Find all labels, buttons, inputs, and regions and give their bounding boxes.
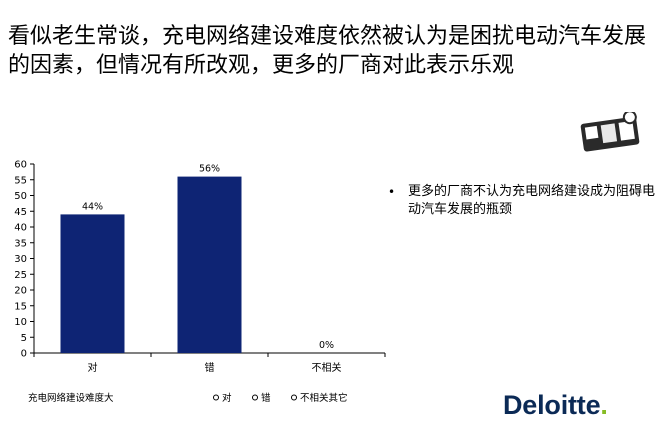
brand-name: Deloitte bbox=[503, 390, 601, 420]
y-tick-label: 50 bbox=[14, 191, 27, 202]
y-tick-label: 35 bbox=[14, 238, 27, 249]
y-tick-label: 55 bbox=[14, 175, 27, 186]
data-label: 44% bbox=[82, 201, 103, 212]
y-tick-label: 40 bbox=[14, 223, 27, 234]
data-talk-badge-icon bbox=[580, 112, 640, 152]
bullet-dot-icon: • bbox=[388, 185, 396, 199]
data-label: 0% bbox=[319, 340, 334, 351]
bullet-text: 更多的厂商不认为充电网络建设成为阻碍电动汽车发展的瓶颈 bbox=[408, 184, 656, 217]
y-tick-label: 0 bbox=[21, 349, 27, 360]
legend-marker bbox=[213, 394, 219, 401]
legend-label: 错 bbox=[261, 392, 271, 404]
deloitte-logo: Deloitte. bbox=[503, 390, 608, 421]
bar-chart: 0 5 10 15 20 25 30 35 40 45 50 55 60 44% 对 56% 错 0% 不相关充电网… bbox=[14, 160, 386, 404]
y-tick-label: 5 bbox=[21, 333, 27, 344]
y-tick-label: 10 bbox=[14, 317, 27, 328]
legend-label: 不相关其它 bbox=[300, 392, 348, 404]
y-tick-label: 25 bbox=[14, 270, 27, 281]
x-axis-title: 充电网络建设难度大 bbox=[28, 392, 114, 404]
y-tick-label: 60 bbox=[14, 160, 27, 171]
y-tick-label: 45 bbox=[14, 207, 27, 218]
category-label: 不相关 bbox=[312, 361, 342, 374]
legend-marker bbox=[291, 394, 297, 401]
y-tick-label: 30 bbox=[14, 254, 27, 265]
slide-title: 看似老生常谈，充电网络建设难度依然被认为是困扰电动汽车发展的因素，但情况有所改观… bbox=[8, 24, 647, 78]
category-label: 错 bbox=[205, 361, 215, 374]
legend-marker bbox=[252, 394, 258, 401]
data-label: 56% bbox=[199, 164, 220, 175]
brand-dot: . bbox=[600, 390, 608, 420]
bar bbox=[60, 214, 125, 353]
bar bbox=[177, 176, 242, 353]
y-tick-label: 15 bbox=[14, 301, 27, 312]
y-tick-label: 20 bbox=[14, 286, 27, 297]
legend-label: 对 bbox=[222, 392, 232, 404]
category-label: 对 bbox=[88, 361, 98, 374]
